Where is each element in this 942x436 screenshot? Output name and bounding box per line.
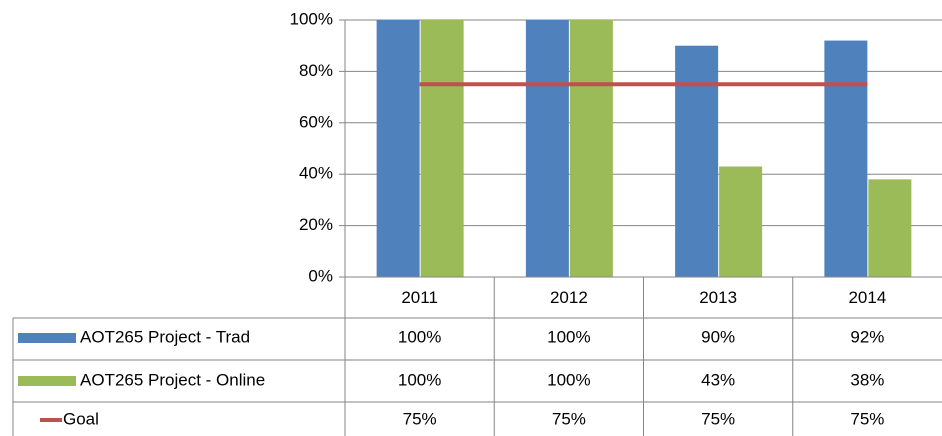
bar: [868, 179, 912, 277]
table-value: 38%: [850, 370, 884, 389]
y-tick-label: 100%: [290, 9, 333, 28]
bar: [420, 20, 464, 277]
y-tick-label: 60%: [299, 112, 333, 131]
bar: [525, 20, 569, 277]
legend-key: [18, 376, 76, 386]
legend-label: AOT265 Project - Trad: [80, 327, 250, 346]
legend-label: Goal: [63, 409, 99, 428]
bar: [719, 166, 763, 277]
x-tick-label: 2013: [699, 288, 737, 307]
table-value: 43%: [701, 370, 735, 389]
table-value: 75%: [850, 409, 884, 428]
table-value: 75%: [552, 409, 586, 428]
table-value: 100%: [547, 370, 590, 389]
table-value: 75%: [403, 409, 437, 428]
bar: [376, 20, 420, 277]
table-value: 75%: [701, 409, 735, 428]
table-value: 100%: [398, 370, 441, 389]
y-tick-label: 40%: [299, 164, 333, 183]
table-value: 100%: [398, 327, 441, 346]
y-tick-label: 20%: [299, 215, 333, 234]
table-value: 90%: [701, 327, 735, 346]
legend-key: [18, 333, 76, 343]
table-value: 92%: [850, 327, 884, 346]
x-tick-label: 2011: [401, 288, 438, 307]
bar: [569, 20, 613, 277]
y-tick-label: 0%: [308, 266, 333, 285]
x-tick-label: 2014: [848, 288, 886, 307]
table-value: 100%: [547, 327, 590, 346]
bar: [675, 45, 719, 278]
y-tick-label: 80%: [299, 61, 333, 80]
bar: [824, 40, 868, 278]
legend-label: AOT265 Project - Online: [80, 370, 265, 389]
x-tick-label: 2012: [550, 288, 588, 307]
